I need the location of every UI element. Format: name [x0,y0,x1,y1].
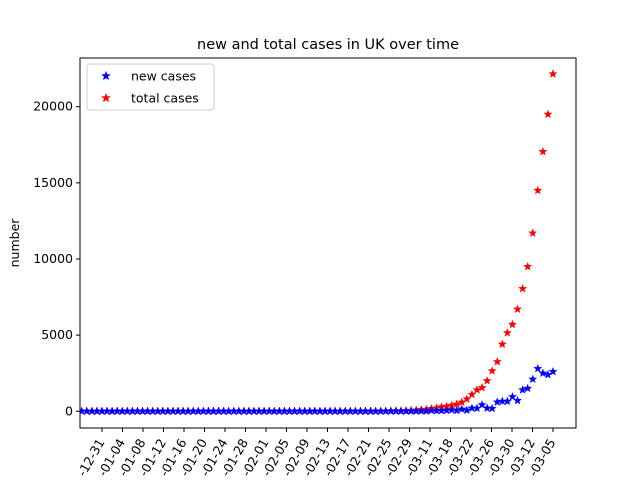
new-cases-point [523,383,533,393]
y-axis: 0 5000 10000 15000 20000 [33,99,80,418]
new-cases-point [548,366,558,376]
new-cases-point [487,403,497,413]
y-tick-label: 10000 [33,251,73,266]
legend: new cases total cases [86,63,215,111]
new-cases-point [477,400,487,409]
legend-box [86,63,215,111]
total-cases-point [528,228,538,237]
new-cases-point [457,404,467,414]
legend-label: total cases [131,91,199,106]
total-cases-point [512,304,523,314]
total-cases-point [467,389,477,399]
total-cases-point [507,319,518,329]
total-cases-point [518,283,528,293]
y-axis-label: number [7,218,22,268]
new-cases-point [482,403,492,413]
legend-marker [101,70,111,81]
total-cases-point [497,339,507,349]
total-cases-point [543,109,553,119]
chart-title: new and total cases in UK over time [197,37,459,53]
new-cases-point [507,392,518,401]
total-cases-point [482,376,492,385]
x-axis: -12-31-01-04-01-08-01-12-01-16-01-20-01-… [74,428,559,479]
plot-frame [79,57,577,429]
total-cases-point [548,69,558,78]
new-cases-point [533,363,543,373]
total-cases-point [487,366,497,375]
plot-points [80,69,558,416]
new-cases-point [512,395,523,405]
new-cases-point [538,368,548,378]
y-tick-label: 15000 [33,175,73,190]
total-cases-point [472,385,482,394]
total-cases-point [502,328,512,337]
legend-label: new cases [131,69,196,84]
y-tick-label: 5000 [41,327,73,342]
y-tick-label: 0 [65,403,73,418]
total-cases-point [538,146,548,156]
y-tick-label: 20000 [33,99,73,114]
new-cases-point [447,405,457,414]
new-cases-point [528,374,538,384]
total-cases-point [523,261,533,271]
legend-marker [101,92,111,103]
total-cases-point [492,357,502,366]
total-cases-point [477,382,487,392]
total-cases-point [533,185,543,195]
new-cases-point [462,405,472,415]
